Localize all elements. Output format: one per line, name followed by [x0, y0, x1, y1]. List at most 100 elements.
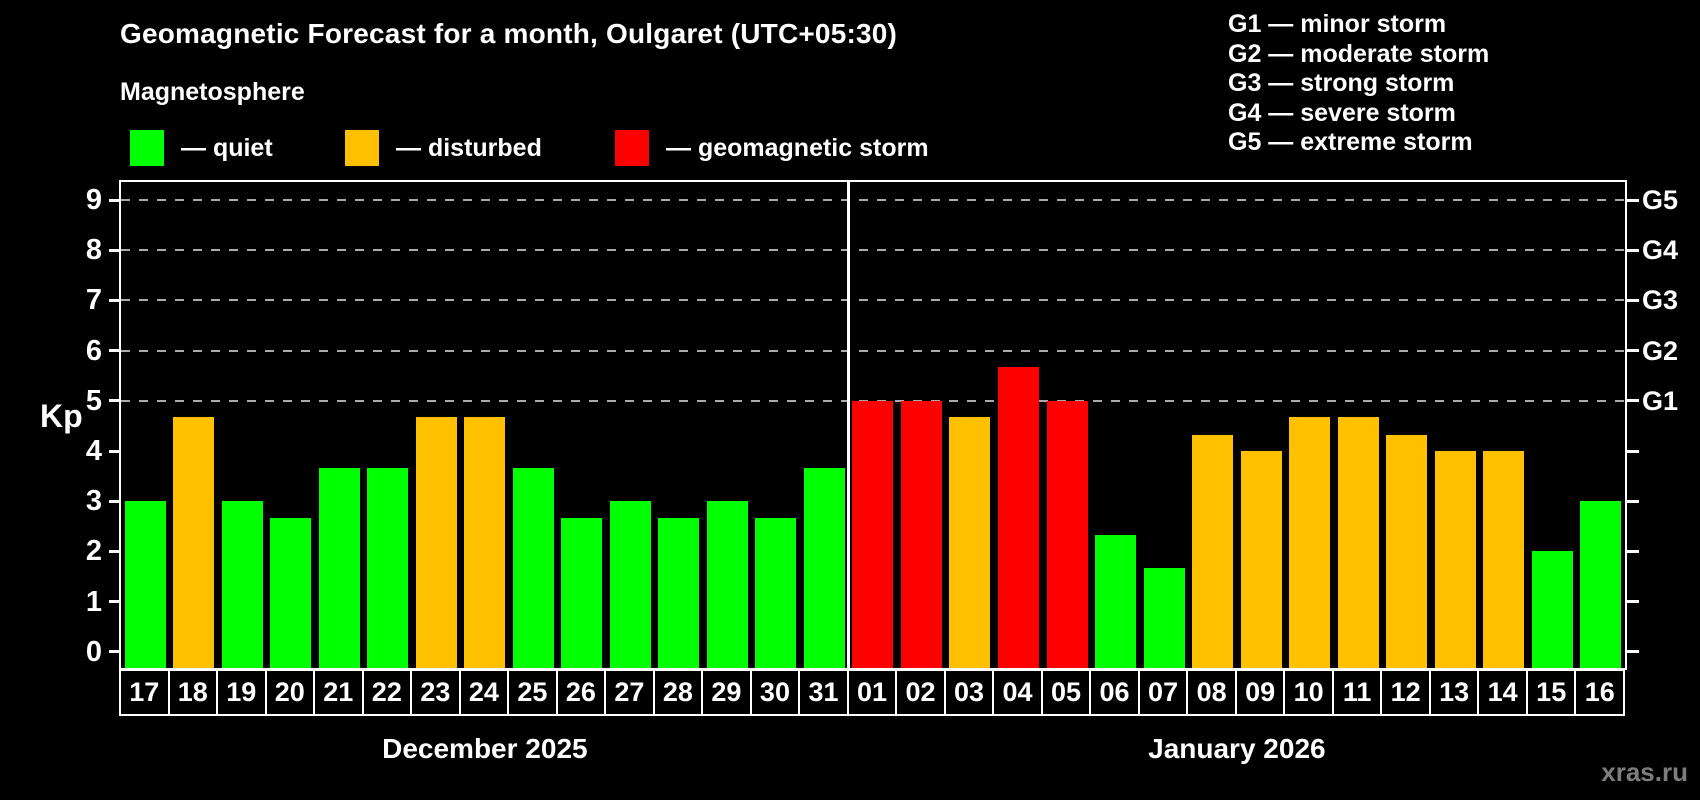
y-axis-title: Kp: [40, 398, 83, 434]
gridline-kp8: [121, 249, 1625, 252]
bar-day-15: [1531, 551, 1573, 668]
day-label-01: 01: [846, 669, 898, 716]
bar-day-06: [1095, 534, 1137, 668]
bar-day-03: [949, 417, 991, 668]
right-tick-kp0: [1627, 650, 1639, 654]
bar-day-20: [270, 517, 312, 668]
bar-day-14: [1483, 451, 1525, 668]
day-label-23: 23: [410, 669, 461, 716]
watermark: xras.ru: [1601, 757, 1688, 787]
day-label-02: 02: [895, 669, 946, 716]
bar-day-11: [1337, 417, 1379, 668]
bar-day-28: [658, 517, 700, 668]
y-tick-label-4: 4: [85, 435, 102, 468]
day-label-12: 12: [1380, 669, 1431, 716]
bar-day-22: [367, 467, 409, 668]
left-tick-kp0: [109, 650, 121, 654]
day-label-17: 17: [119, 669, 170, 716]
bar-day-13: [1434, 451, 1476, 668]
day-label-11: 11: [1331, 669, 1383, 716]
bar-day-07: [1143, 568, 1185, 668]
legend-label-storm: — geomagnetic storm: [666, 133, 929, 162]
gridline-kp5: [121, 399, 1625, 402]
g1-legend-line: G1 — minor storm: [1228, 10, 1447, 38]
right-tick-kp1: [1627, 600, 1639, 604]
bar-day-24: [464, 417, 506, 668]
left-tick-kp9: [109, 198, 121, 202]
bar-day-19: [221, 501, 263, 668]
day-label-18: 18: [167, 669, 219, 716]
g-scale-legend: G1 — minor storm G2 — moderate storm G3 …: [1228, 10, 1489, 158]
g3-legend-line: G3 — strong storm: [1228, 69, 1455, 98]
g-tick-label-g2: G2: [1642, 335, 1679, 366]
y-tick-label-2: 2: [85, 535, 102, 568]
g-tick-label-g5: G5: [1642, 185, 1679, 216]
legend-item-quiet: — quiet: [130, 128, 273, 168]
bar-day-23: [415, 417, 457, 668]
bar-day-04: [997, 367, 1039, 668]
magnetosphere-subtitle: Magnetosphere: [120, 78, 305, 106]
month-divider-line: [847, 182, 851, 668]
legend-label-quiet: — quiet: [181, 133, 273, 162]
day-label-13: 13: [1428, 669, 1480, 716]
bar-day-18: [173, 417, 215, 668]
storm-swatch-icon: [615, 130, 649, 166]
day-label-10: 10: [1283, 669, 1334, 716]
day-label-20: 20: [264, 669, 316, 716]
g2-legend-line: G2 — moderate storm: [1228, 39, 1490, 68]
bar-day-25: [512, 467, 554, 668]
day-label-08: 08: [1186, 669, 1237, 716]
gridline-kp7: [121, 299, 1625, 302]
day-label-19: 19: [216, 669, 267, 716]
bar-day-05: [1046, 400, 1088, 668]
day-label-03: 03: [943, 669, 995, 716]
left-tick-kp3: [109, 499, 121, 503]
month-label-december: December 2025: [382, 733, 588, 764]
bar-day-31: [803, 467, 845, 668]
page-title: Geomagnetic Forecast for a month, Oulgar…: [120, 18, 898, 49]
y-tick-label-8: 8: [85, 234, 102, 267]
g-tick-label-g1: G1: [1642, 385, 1679, 416]
right-tick-kp2: [1627, 549, 1639, 553]
g-tick-label-g4: G4: [1642, 235, 1679, 266]
right-tick-kp7: [1627, 298, 1639, 302]
right-tick-kp8: [1627, 248, 1639, 252]
bar-day-10: [1289, 417, 1331, 668]
day-label-06: 06: [1089, 669, 1140, 716]
day-label-15: 15: [1525, 669, 1577, 716]
right-tick-kp4: [1627, 449, 1639, 453]
bar-day-02: [900, 400, 942, 668]
quiet-swatch-icon: [130, 130, 164, 166]
bar-day-01: [852, 400, 894, 668]
disturbed-swatch-icon: [345, 130, 379, 166]
right-tick-kp6: [1627, 349, 1639, 353]
left-tick-kp2: [109, 549, 121, 553]
left-tick-kp5: [109, 399, 121, 403]
day-label-05: 05: [1040, 669, 1092, 716]
right-tick-kp5: [1627, 399, 1639, 403]
day-label-04: 04: [992, 669, 1043, 716]
y-tick-label-5: 5: [85, 384, 102, 417]
left-tick-kp4: [109, 449, 121, 453]
bar-day-09: [1240, 451, 1282, 668]
day-label-25: 25: [507, 669, 558, 716]
bar-day-08: [1192, 434, 1234, 668]
legend-label-disturbed: — disturbed: [396, 133, 542, 162]
g4-legend-line: G4 — severe storm: [1228, 98, 1456, 127]
bar-day-12: [1386, 434, 1428, 668]
day-label-22: 22: [361, 669, 413, 716]
left-tick-kp7: [109, 298, 121, 302]
day-label-26: 26: [555, 669, 607, 716]
left-tick-kp1: [109, 600, 121, 604]
bar-day-29: [706, 501, 748, 668]
day-label-09: 09: [1234, 669, 1286, 716]
legend-item-storm: — geomagnetic storm: [615, 128, 929, 168]
bar-day-27: [609, 501, 651, 668]
bar-day-26: [561, 517, 603, 668]
day-label-30: 30: [749, 669, 801, 716]
bar-day-16: [1580, 501, 1622, 668]
plot-area: [119, 180, 1627, 670]
day-label-14: 14: [1477, 669, 1528, 716]
bar-day-21: [318, 467, 360, 668]
